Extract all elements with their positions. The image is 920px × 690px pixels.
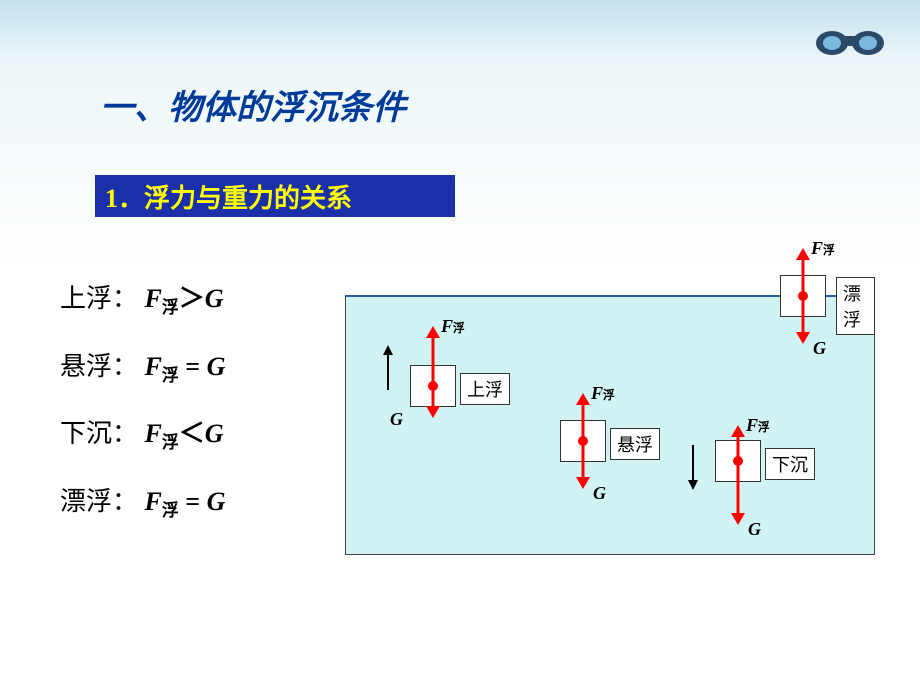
state-label-rise: 上浮: [460, 373, 510, 405]
top-gradient: [0, 0, 920, 60]
buoyancy-arrow: [731, 425, 745, 461]
buoyancy-label: F浮: [591, 383, 615, 404]
condition-suspend: 悬浮： F浮 = G: [60, 333, 225, 401]
gravity-arrow: [426, 386, 440, 418]
motion-arrow-down: [687, 445, 699, 495]
state-label-susp: 悬浮: [610, 428, 660, 460]
gravity-arrow: [731, 461, 745, 525]
buoyancy-diagram: F浮 G 上浮 F浮 G 悬浮 F浮 G 下沉 F浮 G 漂浮: [345, 240, 875, 560]
conditions-list: 上浮： F浮＞G 悬浮： F浮 = G 下沉： F浮＜G 漂浮： F浮 = G: [60, 265, 225, 535]
state-label-float: 漂浮: [836, 277, 875, 335]
buoyancy-label: F浮: [746, 415, 770, 436]
gravity-label: G: [813, 338, 826, 359]
state-label-sink: 下沉: [765, 448, 815, 480]
page-title: 一、物体的浮沉条件: [100, 80, 406, 129]
gravity-arrow: [576, 441, 590, 489]
gravity-label: G: [748, 519, 761, 540]
buoyancy-label: F浮: [441, 316, 465, 337]
gravity-label: G: [593, 483, 606, 504]
condition-float: 漂浮： F浮 = G: [60, 468, 225, 536]
condition-rise: 上浮： F浮＞G: [60, 265, 225, 333]
motion-arrow-up: [382, 345, 394, 395]
buoyancy-arrow: [796, 248, 810, 296]
section-number: 1．: [105, 178, 144, 215]
buoyancy-arrow: [426, 326, 440, 386]
gravity-arrow: [796, 296, 810, 344]
section-header: 1． 浮力与重力的关系: [95, 175, 455, 217]
binoculars-icon: [810, 18, 890, 63]
buoyancy-label: F浮: [811, 238, 835, 259]
condition-sink: 下沉： F浮＜G: [60, 400, 225, 468]
buoyancy-arrow: [576, 393, 590, 441]
section-title: 浮力与重力的关系: [144, 178, 352, 215]
gravity-label: G: [390, 409, 403, 430]
